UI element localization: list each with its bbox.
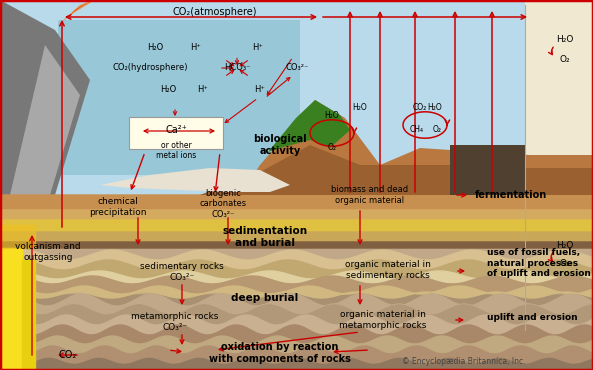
Polygon shape	[58, 0, 95, 25]
Text: Ca²⁺: Ca²⁺	[165, 125, 187, 135]
Text: HCO₃⁻: HCO₃⁻	[224, 64, 250, 73]
Text: organic material in
metamorphic rocks: organic material in metamorphic rocks	[339, 310, 427, 330]
Text: H₂O: H₂O	[324, 111, 339, 120]
Text: fermentation: fermentation	[475, 190, 547, 200]
Text: CO₂: CO₂	[59, 350, 77, 360]
Polygon shape	[0, 225, 35, 248]
Text: chemical
precipitation: chemical precipitation	[90, 197, 146, 217]
Text: O₂: O₂	[432, 125, 442, 135]
Text: biomass and dead
organic material: biomass and dead organic material	[331, 185, 409, 205]
Text: O₂: O₂	[560, 56, 570, 64]
Text: sedimentary rocks
CO₃²⁻: sedimentary rocks CO₃²⁻	[140, 262, 224, 282]
Polygon shape	[100, 168, 290, 192]
Text: H₂O: H₂O	[147, 43, 163, 51]
Text: H₂O: H₂O	[353, 104, 368, 112]
Bar	[0, 0, 593, 195]
Text: O₂: O₂	[560, 259, 570, 268]
Text: H⁺: H⁺	[190, 43, 202, 51]
Polygon shape	[58, 20, 300, 175]
Text: use of fossil fuels,
natural processes
of uplift and erosion: use of fossil fuels, natural processes o…	[487, 248, 591, 278]
FancyBboxPatch shape	[129, 117, 223, 149]
Text: biological
activity: biological activity	[253, 134, 307, 156]
Polygon shape	[22, 260, 35, 370]
Text: © Encyclopædia Britannica, Inc.: © Encyclopædia Britannica, Inc.	[401, 357, 525, 366]
Polygon shape	[0, 248, 22, 370]
Polygon shape	[55, 0, 90, 30]
Text: uplift and erosion: uplift and erosion	[487, 313, 578, 323]
Text: H₂O: H₂O	[428, 104, 442, 112]
Bar	[525, 0, 593, 195]
Text: CH₄: CH₄	[410, 125, 424, 135]
Polygon shape	[268, 100, 350, 152]
Text: O₂: O₂	[327, 142, 336, 151]
Text: metamorphic rocks
CO₃²⁻: metamorphic rocks CO₃²⁻	[131, 312, 219, 332]
Polygon shape	[200, 145, 593, 195]
Text: H₂O: H₂O	[160, 85, 176, 94]
Text: biogenic
carbonates
CO₃²⁻: biogenic carbonates CO₃²⁻	[199, 189, 247, 219]
Text: CO₂(hydrosphere): CO₂(hydrosphere)	[112, 64, 188, 73]
Text: H⁺: H⁺	[197, 85, 208, 94]
Text: H₂O: H₂O	[556, 240, 573, 249]
Polygon shape	[0, 0, 90, 195]
Text: sedimentation
and burial: sedimentation and burial	[222, 226, 308, 248]
Polygon shape	[200, 100, 593, 195]
Text: H₂O: H₂O	[556, 36, 573, 44]
Text: organic material in
sedimentary rocks: organic material in sedimentary rocks	[345, 260, 431, 280]
Text: CO₂: CO₂	[413, 102, 427, 111]
Bar	[450, 145, 525, 195]
Text: oxidation by reaction
with components of rocks: oxidation by reaction with components of…	[209, 342, 351, 364]
Text: H⁺: H⁺	[253, 43, 263, 51]
Text: H⁺: H⁺	[254, 85, 266, 94]
Text: CO₂(atmosphere): CO₂(atmosphere)	[173, 7, 257, 17]
Text: CO₃²⁻: CO₃²⁻	[285, 63, 309, 71]
Text: volcanism and
outgassing: volcanism and outgassing	[15, 242, 81, 262]
Polygon shape	[10, 45, 80, 195]
Text: deep burial: deep burial	[231, 293, 299, 303]
Text: or other
metal ions: or other metal ions	[156, 141, 196, 161]
